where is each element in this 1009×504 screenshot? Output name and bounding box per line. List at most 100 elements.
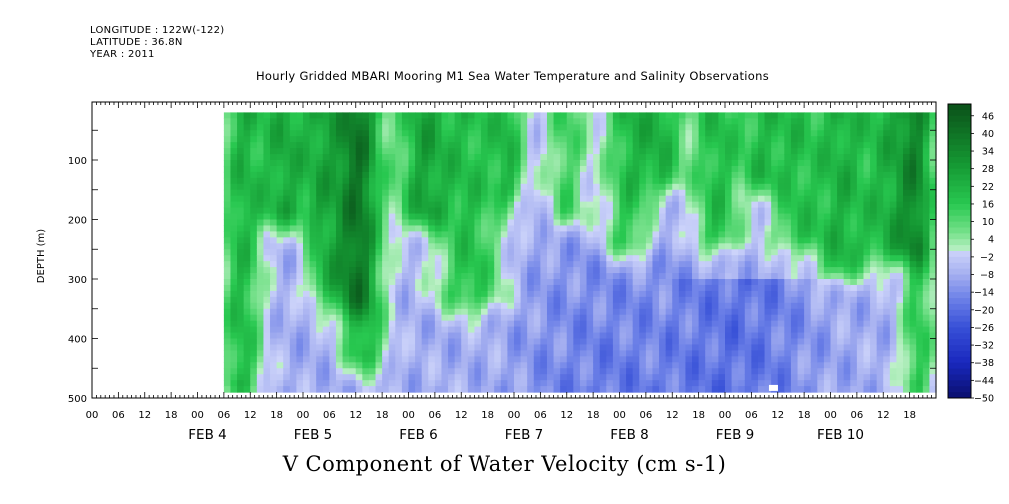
heat-cell <box>843 326 851 334</box>
heat-cell <box>606 207 614 215</box>
heat-cell <box>665 368 673 375</box>
heat-cell <box>659 314 667 322</box>
heat-cell <box>560 267 568 274</box>
heat-cell <box>481 350 489 357</box>
heat-cell <box>441 154 449 161</box>
heat-cell <box>659 356 667 363</box>
heat-cell <box>850 136 858 143</box>
heat-cell <box>606 189 614 197</box>
heat-cell <box>362 273 370 280</box>
heat-cell <box>461 350 469 357</box>
heat-cell <box>804 154 812 161</box>
heat-cell <box>652 368 660 375</box>
heat-cell <box>810 302 818 310</box>
heat-cell <box>639 344 647 351</box>
heat-cell <box>454 296 462 304</box>
heat-cell <box>362 148 370 155</box>
heat-cell <box>454 165 462 173</box>
heat-cell <box>876 171 884 179</box>
heat-cell <box>612 243 621 250</box>
heat-cell <box>909 243 917 250</box>
heat-cell <box>599 332 607 340</box>
heat-cell <box>705 386 713 393</box>
heat-cell <box>283 171 291 179</box>
heat-cell <box>375 261 383 268</box>
heat-cell <box>362 213 370 221</box>
heat-cell <box>850 201 858 209</box>
heat-cell <box>790 231 799 238</box>
heat-cell <box>698 344 706 351</box>
heat-cell <box>467 165 476 173</box>
heat-cell <box>916 374 924 381</box>
heat-cell <box>705 255 713 262</box>
heatmap-field <box>223 112 937 393</box>
heat-cell <box>632 380 640 387</box>
heat-cell <box>322 201 330 209</box>
heat-cell <box>725 165 733 173</box>
heat-cell <box>804 374 812 381</box>
heat-cell <box>830 320 838 328</box>
heat-cell <box>237 225 245 232</box>
heat-cell <box>916 165 924 173</box>
heat-cell <box>270 255 278 262</box>
heat-cell <box>738 130 746 137</box>
heat-cell <box>349 225 357 232</box>
heat-cell <box>474 302 482 310</box>
heat-cell <box>579 374 588 381</box>
heat-cell <box>705 225 713 232</box>
heat-cell <box>566 261 574 268</box>
heat-cell <box>771 374 779 381</box>
heat-cell <box>514 165 522 173</box>
heat-cell <box>276 344 284 351</box>
heat-cell <box>309 314 317 322</box>
heat-cell <box>744 350 752 357</box>
heat-cell <box>250 332 258 340</box>
heat-cell <box>639 130 647 137</box>
heat-cell <box>837 344 845 351</box>
heat-cell <box>771 302 779 310</box>
heat-cell <box>540 338 548 346</box>
heat-cell <box>711 320 719 328</box>
heat-cell <box>863 112 871 119</box>
heat-cell <box>514 368 522 375</box>
heat-cell <box>612 118 621 125</box>
heat-cell <box>817 237 825 244</box>
heat-cell <box>685 308 693 316</box>
heat-cell <box>481 326 489 334</box>
heat-cell <box>408 130 416 137</box>
heat-cell <box>883 142 891 149</box>
heat-cell <box>685 154 693 161</box>
heat-cell <box>685 142 693 149</box>
heat-cell <box>289 386 297 393</box>
heat-cell <box>909 219 917 227</box>
heat-cell <box>303 290 311 298</box>
heat-cell <box>401 130 410 137</box>
heat-cell <box>850 177 858 185</box>
heat-cell <box>335 189 344 197</box>
heat-cell <box>751 368 759 375</box>
heat-cell <box>784 255 792 262</box>
heat-cell <box>270 320 278 328</box>
heat-cell <box>692 243 700 250</box>
heat-cell <box>329 302 337 310</box>
heat-cell <box>309 195 317 203</box>
heat-cell <box>256 273 265 280</box>
heat-cell <box>309 302 317 310</box>
heat-cell <box>619 368 627 375</box>
heat-cell <box>461 320 469 328</box>
heat-cell <box>566 165 574 173</box>
heat-cell <box>593 261 601 268</box>
heat-cell <box>533 374 541 381</box>
heat-cell <box>593 273 601 280</box>
heat-cell <box>771 160 779 167</box>
heat-cell <box>876 314 884 322</box>
heat-cell <box>250 261 258 268</box>
heat-cell <box>507 338 515 346</box>
heat-cell <box>243 332 251 340</box>
heat-cell <box>467 249 476 256</box>
heat-cell <box>421 284 429 292</box>
heat-cell <box>692 302 700 310</box>
heat-cell <box>771 326 779 334</box>
heat-cell <box>448 255 456 262</box>
heat-cell <box>817 154 825 161</box>
